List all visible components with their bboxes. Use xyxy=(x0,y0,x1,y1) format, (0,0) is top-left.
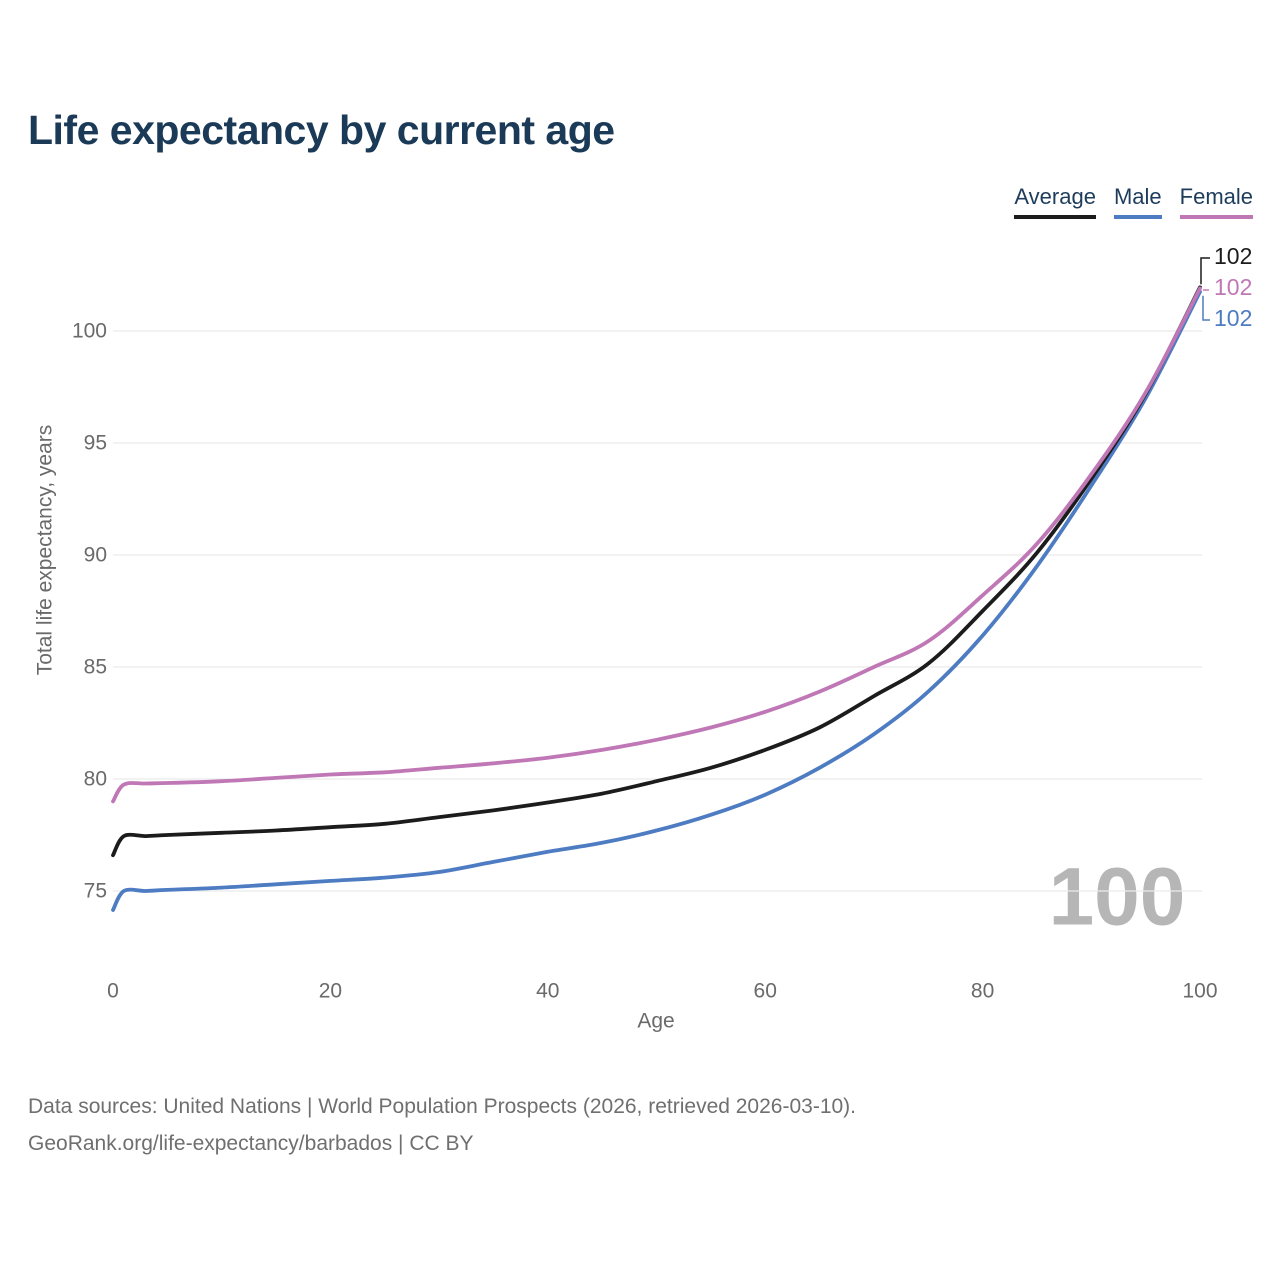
legend-label-average: Average xyxy=(1014,184,1096,209)
chart-title: Life expectancy by current age xyxy=(28,107,615,153)
y-tick-85: 85 xyxy=(84,656,107,679)
x-axis-tick-labels: 0 20 40 60 80 100 xyxy=(107,980,1217,1003)
leader-line-average xyxy=(1200,257,1210,285)
y-tick-75: 75 xyxy=(84,880,107,903)
y-axis-tick-labels: 75 80 85 90 95 100 xyxy=(72,320,107,903)
y-tick-95: 95 xyxy=(84,432,107,455)
end-label-female: 102 xyxy=(1214,274,1252,300)
x-tick-80: 80 xyxy=(971,980,994,1003)
y-tick-90: 90 xyxy=(84,544,107,567)
x-tick-60: 60 xyxy=(754,980,777,1003)
x-axis-title: Age xyxy=(637,1010,674,1033)
gridlines xyxy=(113,330,1202,892)
y-tick-100: 100 xyxy=(72,320,107,343)
end-value-labels: 102 102 102 xyxy=(1200,243,1252,331)
legend-label-male: Male xyxy=(1113,184,1162,209)
watermark-age-100: 100 xyxy=(1049,852,1186,943)
chart-footer: Data sources: United Nations | World Pop… xyxy=(28,1088,856,1162)
legend: Average Male Female xyxy=(1014,184,1253,219)
series-line-female[interactable] xyxy=(111,286,1202,804)
series-line-average[interactable] xyxy=(111,285,1202,858)
end-label-average: 102 xyxy=(1214,243,1252,269)
data-sources-line: Data sources: United Nations | World Pop… xyxy=(28,1095,857,1118)
legend-label-female: Female xyxy=(1179,184,1253,209)
x-tick-0: 0 xyxy=(107,980,119,1003)
series-lines xyxy=(111,285,1202,912)
end-label-male: 102 xyxy=(1214,305,1252,331)
legend-item-average[interactable]: Average xyxy=(1014,184,1096,219)
legend-item-female[interactable]: Female xyxy=(1179,184,1253,219)
y-tick-80: 80 xyxy=(84,768,107,791)
y-axis-title: Total life expectancy, years xyxy=(34,425,57,676)
x-tick-40: 40 xyxy=(536,980,559,1003)
x-tick-20: 20 xyxy=(319,980,342,1003)
series-line-male[interactable] xyxy=(111,289,1202,912)
legend-item-male[interactable]: Male xyxy=(1113,184,1162,219)
x-tick-100: 100 xyxy=(1182,980,1217,1003)
attribution-line: GeoRank.org/life-expectancy/barbados | C… xyxy=(28,1132,474,1155)
leader-line-male xyxy=(1202,295,1210,321)
